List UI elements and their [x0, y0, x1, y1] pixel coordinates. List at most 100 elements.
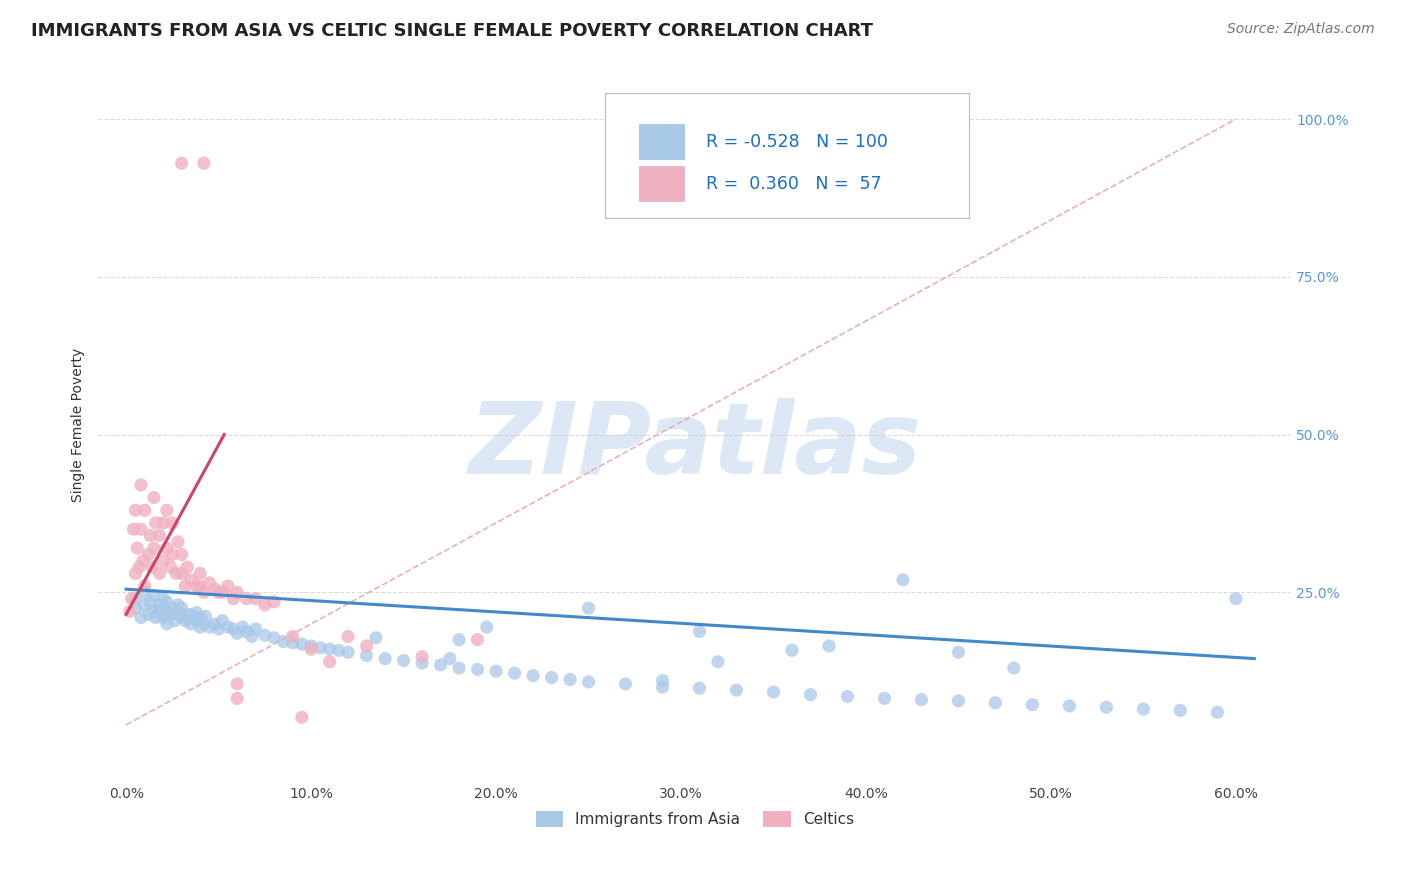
Point: [837, 690, 859, 704]
Point: [118, 604, 141, 618]
Point: [211, 614, 233, 628]
Point: [145, 516, 167, 530]
Point: [152, 554, 174, 568]
Point: [226, 677, 249, 691]
Point: [273, 634, 295, 648]
Point: [139, 528, 162, 542]
Point: [165, 566, 187, 581]
Point: [211, 585, 233, 599]
Point: [1021, 698, 1043, 712]
Point: [1002, 661, 1025, 675]
Point: [356, 648, 378, 663]
Point: [558, 673, 581, 687]
Point: [689, 624, 711, 639]
Point: [186, 579, 208, 593]
Point: [485, 664, 508, 678]
Point: [780, 643, 803, 657]
Point: [167, 598, 190, 612]
Point: [124, 503, 146, 517]
Point: [170, 610, 193, 624]
Point: [156, 595, 179, 609]
Point: [188, 620, 211, 634]
Point: [124, 591, 146, 606]
Point: [337, 645, 360, 659]
Point: [411, 656, 433, 670]
Point: [152, 591, 174, 606]
Point: [138, 607, 160, 622]
Point: [337, 630, 360, 644]
Point: [411, 649, 433, 664]
Point: [222, 622, 245, 636]
Point: [1206, 705, 1229, 719]
Point: [281, 630, 304, 644]
Point: [193, 585, 215, 599]
Point: [186, 614, 208, 628]
Point: [328, 643, 350, 657]
Point: [449, 632, 471, 647]
Point: [217, 579, 239, 593]
Point: [263, 631, 285, 645]
Point: [193, 616, 215, 631]
Point: [129, 478, 152, 492]
Point: [578, 601, 600, 615]
Point: [174, 607, 197, 622]
Point: [145, 610, 167, 624]
Point: [159, 560, 181, 574]
Point: [614, 677, 637, 691]
Point: [162, 548, 184, 562]
Point: [148, 566, 170, 581]
Point: [148, 528, 170, 542]
Point: [176, 560, 198, 574]
Point: [132, 554, 155, 568]
Point: [762, 685, 785, 699]
Legend: Immigrants from Asia, Celtics: Immigrants from Asia, Celtics: [529, 804, 862, 835]
Point: [142, 589, 165, 603]
Point: [188, 579, 211, 593]
Point: [152, 516, 174, 530]
Point: [170, 548, 193, 562]
Point: [198, 575, 221, 590]
Point: [180, 573, 202, 587]
Point: [522, 668, 544, 682]
Point: [134, 598, 156, 612]
Point: [503, 666, 526, 681]
Point: [127, 541, 149, 556]
Point: [429, 657, 451, 672]
Point: [198, 620, 221, 634]
Point: [891, 573, 914, 587]
Point: [162, 516, 184, 530]
FancyBboxPatch shape: [606, 94, 969, 219]
Text: R =  0.360   N =  57: R = 0.360 N = 57: [706, 175, 882, 193]
Point: [449, 661, 471, 675]
Point: [222, 591, 245, 606]
Point: [356, 639, 378, 653]
Text: Source: ZipAtlas.com: Source: ZipAtlas.com: [1227, 22, 1375, 37]
Bar: [638, 167, 685, 201]
Point: [142, 541, 165, 556]
Text: ZIPatlas: ZIPatlas: [468, 398, 921, 495]
Point: [818, 639, 841, 653]
Point: [129, 522, 152, 536]
Point: [139, 595, 162, 609]
Point: [142, 604, 165, 618]
Point: [291, 637, 314, 651]
Point: [208, 585, 231, 599]
Text: IMMIGRANTS FROM ASIA VS CELTIC SINGLE FEMALE POVERTY CORRELATION CHART: IMMIGRANTS FROM ASIA VS CELTIC SINGLE FE…: [31, 22, 873, 40]
Point: [217, 620, 239, 634]
Point: [309, 640, 332, 655]
Point: [948, 694, 970, 708]
Point: [1225, 591, 1247, 606]
Point: [374, 651, 396, 665]
Point: [392, 653, 415, 667]
Point: [170, 156, 193, 170]
Point: [245, 622, 267, 636]
Point: [167, 606, 190, 620]
Point: [253, 628, 276, 642]
Point: [235, 624, 257, 639]
Point: [142, 491, 165, 505]
Point: [540, 671, 562, 685]
Point: [226, 585, 249, 599]
Point: [235, 591, 257, 606]
Point: [180, 616, 202, 631]
Point: [156, 503, 179, 517]
